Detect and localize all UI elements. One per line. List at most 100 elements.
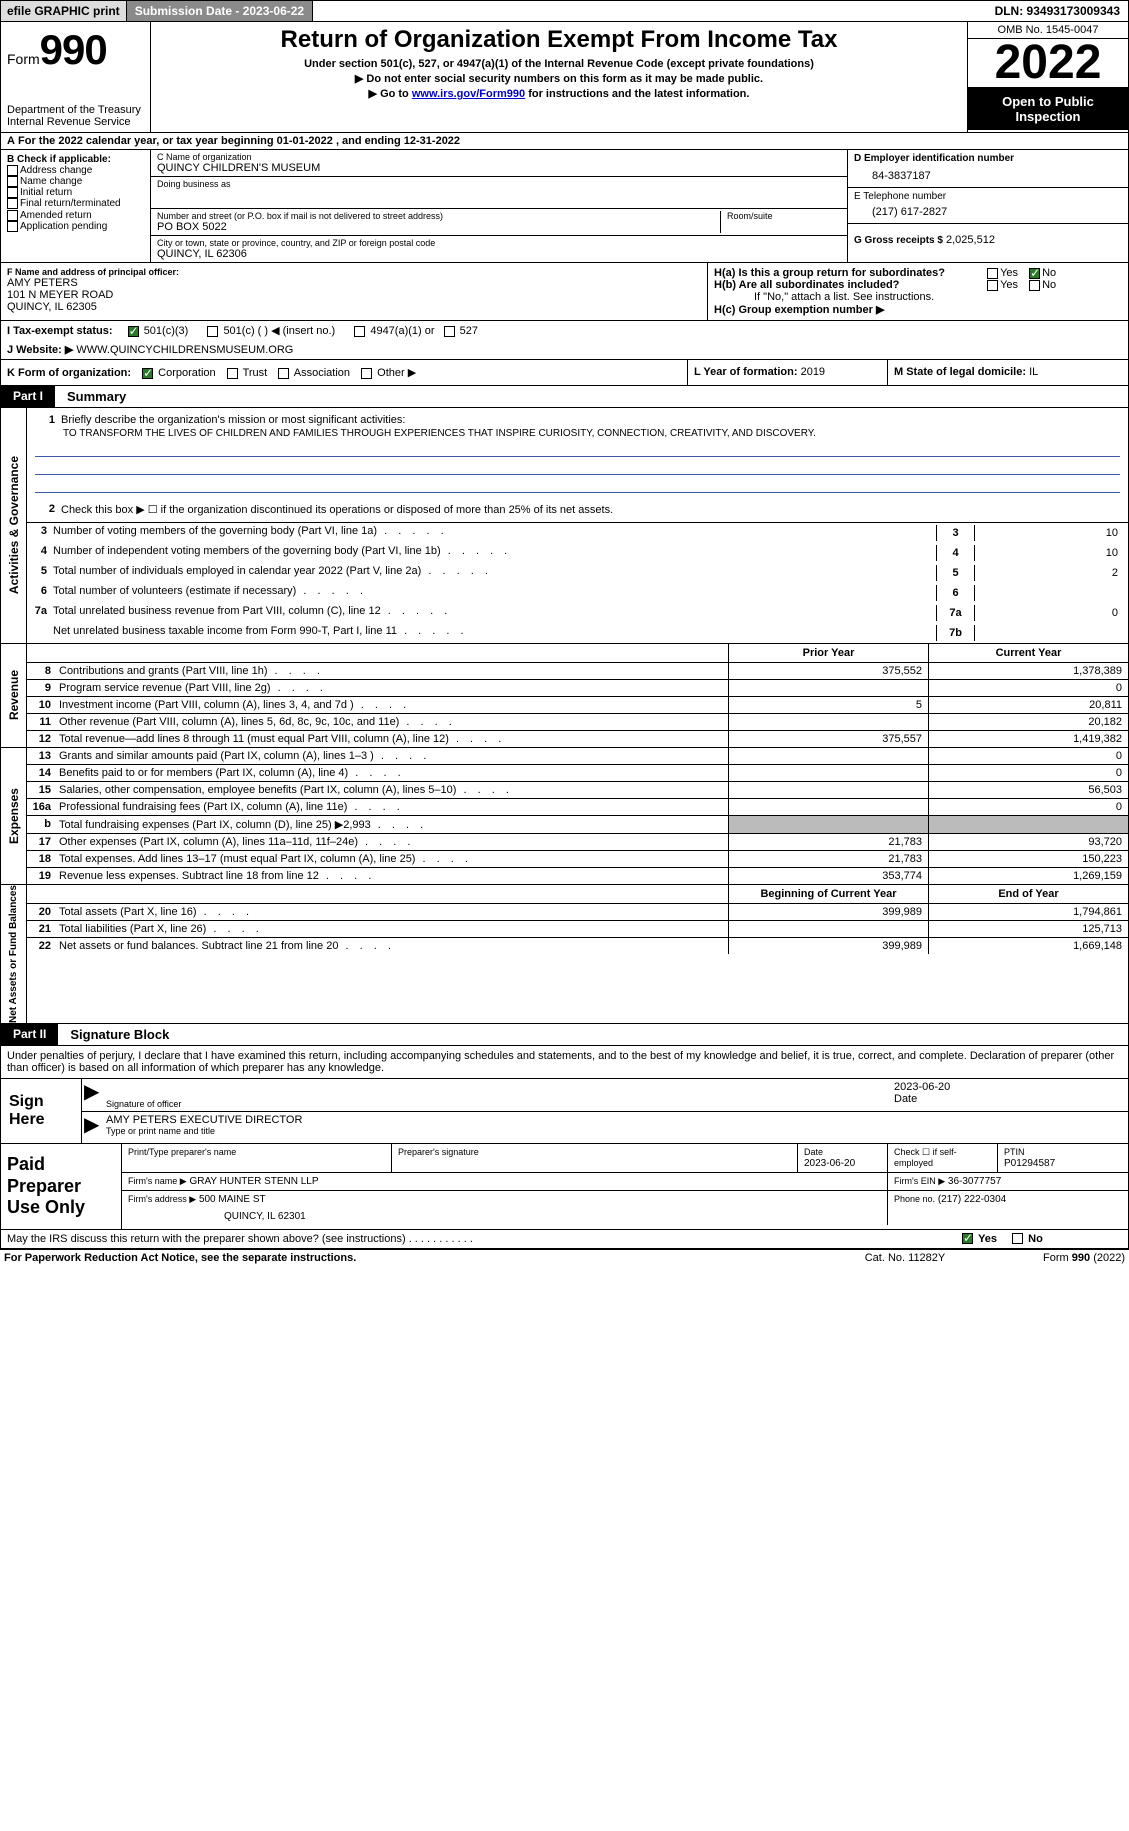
- discuss-no-chk[interactable]: [1012, 1233, 1023, 1244]
- fin-row: 16a Professional fundraising fees (Part …: [27, 798, 1128, 815]
- activities-governance-section: Activities & Governance 1 Briefly descri…: [0, 408, 1129, 644]
- chk-address-change[interactable]: Address change: [7, 165, 144, 176]
- row-cells: 7a 0: [936, 605, 1124, 621]
- fin-num: 20: [27, 904, 55, 920]
- chk-trust[interactable]: [227, 368, 238, 379]
- name-title-caption: Type or print name and title: [106, 1126, 1124, 1136]
- row-key: 5: [936, 565, 974, 581]
- fin-text: Grants and similar amounts paid (Part IX…: [55, 748, 728, 764]
- i-label: I Tax-exempt status:: [7, 325, 113, 337]
- beg-year-hdr: Beginning of Current Year: [728, 885, 928, 903]
- vlabel-activities: Activities & Governance: [1, 408, 27, 643]
- row-key: 7a: [936, 605, 974, 621]
- chk-assoc[interactable]: [278, 368, 289, 379]
- fin-curr: 1,419,382: [928, 731, 1128, 747]
- chk-amended-return[interactable]: Amended return: [7, 210, 144, 221]
- gov-row: 6 Total number of volunteers (estimate i…: [27, 583, 1128, 603]
- fin-row: 12 Total revenue—add lines 8 through 11 …: [27, 730, 1128, 747]
- fin-text: Revenue less expenses. Subtract line 18 …: [55, 868, 728, 884]
- line2-text: Check this box ▶ ☐ if the organization d…: [61, 503, 1116, 516]
- name-title-field: AMY PETERS EXECUTIVE DIRECTOR Type or pr…: [102, 1112, 1128, 1138]
- fin-text: Benefits paid to or for members (Part IX…: [55, 765, 728, 781]
- ha-yes-chk[interactable]: [987, 268, 998, 279]
- preparer-row3: Firm's address ▶ 500 MAINE ST QUINCY, IL…: [122, 1191, 1128, 1225]
- discuss-yes-chk[interactable]: [962, 1233, 973, 1244]
- irs-link[interactable]: www.irs.gov/Form990: [412, 88, 525, 100]
- chk-corp[interactable]: [142, 368, 153, 379]
- efile-print-label[interactable]: efile GRAPHIC print: [1, 1, 127, 21]
- form-990-label: Form990: [7, 26, 144, 74]
- org-name: QUINCY CHILDREN'S MUSEUM: [157, 162, 841, 174]
- tax-year: 2022: [968, 39, 1128, 88]
- fin-prior: 375,552: [728, 663, 928, 679]
- netassets-section: Net Assets or Fund Balances Beginning of…: [0, 885, 1129, 1024]
- fin-curr: 1,794,861: [928, 904, 1128, 920]
- j-label: J Website: ▶: [7, 344, 73, 356]
- fin-row: 20 Total assets (Part X, line 16) . . . …: [27, 904, 1128, 920]
- chk-name-change[interactable]: Name change: [7, 176, 144, 187]
- row-cells: 4 10: [936, 545, 1124, 561]
- fin-curr: 0: [928, 799, 1128, 815]
- chk-501c3[interactable]: [128, 326, 139, 337]
- row-klm: K Form of organization: Corporation Trus…: [0, 360, 1129, 386]
- row-a-text: For the 2022 calendar year, or tax year …: [18, 135, 460, 147]
- preparer-block: Paid Preparer Use Only Print/Type prepar…: [0, 1144, 1129, 1230]
- l-value: 2019: [801, 366, 825, 378]
- fin-num: 13: [27, 748, 55, 764]
- mission-line2: [35, 459, 1120, 475]
- firm-ein-cell: Firm's EIN ▶ 36-3077757: [888, 1173, 1128, 1190]
- fin-text: Professional fundraising fees (Part IX, …: [55, 799, 728, 815]
- chk-501c[interactable]: [207, 326, 218, 337]
- chk-final-return[interactable]: Final return/terminated: [7, 198, 144, 209]
- org-form-row: K Form of organization: Corporation Trus…: [1, 360, 688, 385]
- org-info-column: C Name of organization QUINCY CHILDREN'S…: [151, 150, 848, 262]
- hb-no-chk[interactable]: [1029, 280, 1040, 291]
- discuss-row: May the IRS discuss this return with the…: [0, 1230, 1129, 1249]
- mission-text: TO TRANSFORM THE LIVES OF CHILDREN AND F…: [35, 428, 1120, 439]
- preparer-label: Paid Preparer Use Only: [1, 1144, 121, 1229]
- mission-line1: [35, 441, 1120, 457]
- line2-num: 2: [39, 503, 61, 516]
- mission-block: 1 Briefly describe the organization's mi…: [27, 408, 1128, 522]
- line1-label: Briefly describe the organization's miss…: [61, 414, 1116, 426]
- ein-value: 84-3837187: [854, 164, 1122, 184]
- officer-name: AMY PETERS: [7, 277, 701, 289]
- hb-yes-chk[interactable]: [987, 280, 998, 291]
- netassets-header: Beginning of Current Year End of Year: [27, 885, 1128, 904]
- row-text: Net unrelated business taxable income fr…: [53, 625, 936, 641]
- fin-prior: 399,989: [728, 938, 928, 954]
- part1-tab: Part I: [1, 386, 55, 407]
- ha-no-chk[interactable]: [1029, 268, 1040, 279]
- form-title: Return of Organization Exempt From Incom…: [159, 26, 959, 54]
- officer-sig-field[interactable]: Signature of officer: [102, 1079, 888, 1111]
- vlabel-netassets: Net Assets or Fund Balances: [1, 885, 27, 1023]
- revenue-body: Prior Year Current Year 8 Contributions …: [27, 644, 1128, 747]
- chk-4947[interactable]: [354, 326, 365, 337]
- fin-row: 21 Total liabilities (Part X, line 26) .…: [27, 920, 1128, 937]
- fin-prior: [728, 816, 928, 833]
- fin-num: 14: [27, 765, 55, 781]
- m-value: IL: [1029, 366, 1038, 378]
- row-j: J Website: ▶ WWW.QUINCYCHILDRENSMUSEUM.O…: [0, 340, 1129, 360]
- chk-527[interactable]: [444, 326, 455, 337]
- chk-other[interactable]: [361, 368, 372, 379]
- fin-text: Total expenses. Add lines 13–17 (must eq…: [55, 851, 728, 867]
- fin-curr: 1,269,159: [928, 868, 1128, 884]
- fin-prior: [728, 799, 928, 815]
- row-i: I Tax-exempt status: 501(c)(3) 501(c) ( …: [0, 321, 1129, 340]
- self-employed-cell[interactable]: Check ☐ if self-employed: [888, 1144, 998, 1172]
- state-domicile: M State of legal domicile: IL: [888, 360, 1128, 385]
- fin-prior: 375,557: [728, 731, 928, 747]
- gross-label: G Gross receipts $: [854, 235, 943, 246]
- vlabel-revenue: Revenue: [1, 644, 27, 747]
- ein-box: D Employer identification number 84-3837…: [848, 150, 1128, 188]
- chk-initial-return[interactable]: Initial return: [7, 187, 144, 198]
- chk-app-pending[interactable]: Application pending: [7, 221, 144, 232]
- expenses-body: 13 Grants and similar amounts paid (Part…: [27, 748, 1128, 884]
- part1-title: Summary: [55, 386, 138, 407]
- preparer-content: Print/Type preparer's name Preparer's si…: [121, 1144, 1128, 1229]
- gov-row: 4 Number of independent voting members o…: [27, 543, 1128, 563]
- row-val: 2: [974, 565, 1124, 581]
- form-subtitle: Under section 501(c), 527, or 4947(a)(1)…: [159, 58, 959, 70]
- mission-line3: [35, 477, 1120, 493]
